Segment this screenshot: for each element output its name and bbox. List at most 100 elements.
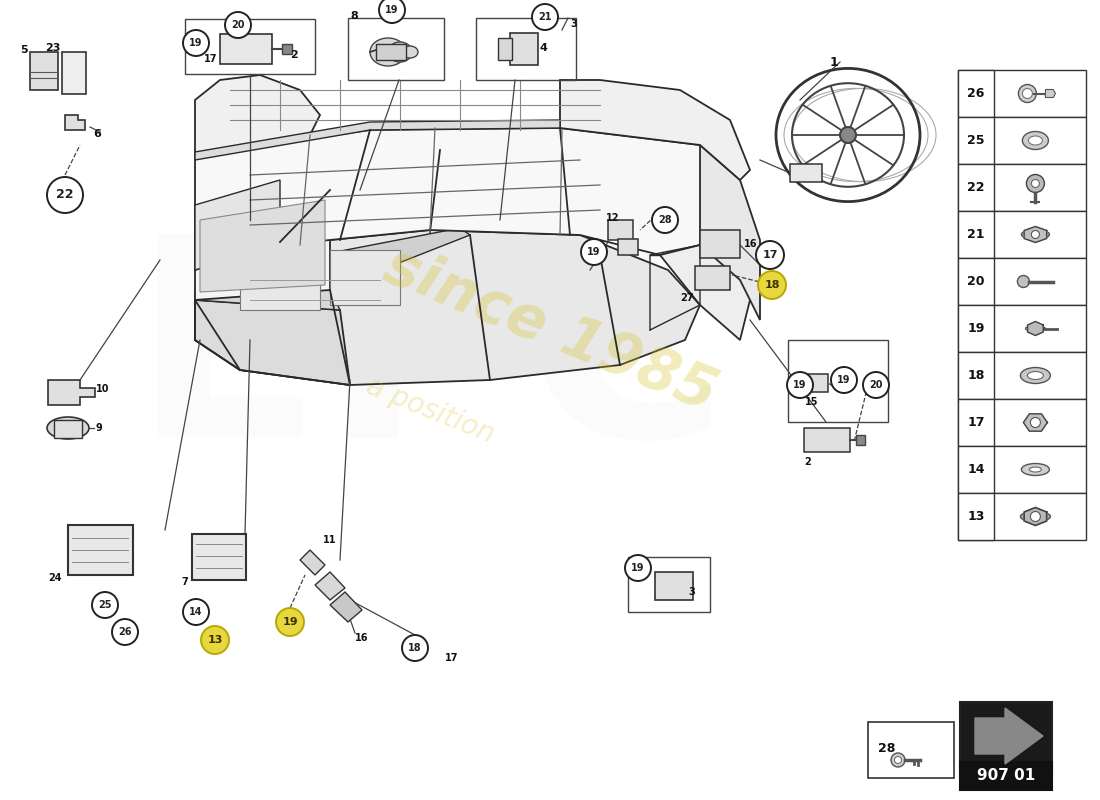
Text: 24: 24 [48,573,62,583]
Circle shape [1032,230,1040,238]
Circle shape [183,30,209,56]
Bar [62,52,86,94]
Ellipse shape [1027,371,1044,379]
Circle shape [786,372,813,398]
Circle shape [402,635,428,661]
Text: 25: 25 [98,600,112,610]
Polygon shape [315,572,345,600]
Circle shape [1031,418,1041,427]
Bar [348,18,444,80]
Text: 12: 12 [606,213,619,223]
Bar [958,164,1086,211]
Circle shape [112,619,138,645]
Ellipse shape [1022,230,1049,239]
Polygon shape [200,200,324,292]
Polygon shape [330,592,362,622]
Bar [958,117,1086,164]
Text: 21: 21 [967,228,984,241]
Polygon shape [65,115,85,130]
Bar [958,211,1086,258]
Circle shape [891,753,905,767]
Bar [958,446,994,493]
Polygon shape [975,708,1043,764]
Bar [68,525,133,575]
Bar [220,34,272,64]
Bar [30,52,58,90]
Text: 19: 19 [283,617,298,627]
Text: 8: 8 [350,11,358,21]
Bar [54,420,82,438]
Text: 19: 19 [837,375,850,385]
Text: 28: 28 [658,215,672,225]
Ellipse shape [1021,367,1050,383]
Polygon shape [793,375,798,392]
Ellipse shape [388,42,412,62]
Text: 19: 19 [385,5,398,15]
Bar [788,340,888,422]
Text: 27: 27 [680,293,693,303]
Polygon shape [195,120,560,160]
Circle shape [47,177,82,213]
Circle shape [830,367,857,393]
Text: 18: 18 [408,643,421,653]
Polygon shape [1024,226,1047,242]
Bar [958,117,994,164]
Bar [958,70,994,117]
Text: 25: 25 [967,134,984,147]
Bar [790,164,822,182]
Circle shape [1022,89,1033,98]
Bar [240,250,320,310]
Text: 6: 6 [94,129,101,139]
Circle shape [1032,179,1040,187]
Text: 20: 20 [231,20,244,30]
Polygon shape [195,180,280,270]
Bar [618,239,638,255]
Bar [498,38,512,60]
Polygon shape [195,290,340,310]
Text: 22: 22 [967,181,984,194]
Bar [958,305,1086,352]
Circle shape [1026,174,1044,193]
Text: 1: 1 [829,55,838,69]
Circle shape [201,626,229,654]
Bar [856,435,865,445]
Text: 17: 17 [762,250,778,260]
Bar [958,258,1086,305]
Circle shape [1019,85,1036,102]
Text: 26: 26 [119,627,132,637]
Bar [700,230,740,258]
Text: 14: 14 [967,463,984,476]
Polygon shape [1027,322,1043,335]
Text: 13: 13 [967,510,984,523]
Text: 16: 16 [355,633,368,643]
Text: since 1985: since 1985 [375,238,725,422]
Circle shape [532,4,558,30]
Polygon shape [320,228,470,290]
Bar [192,534,246,580]
Ellipse shape [1021,511,1050,522]
Circle shape [894,757,902,763]
Polygon shape [660,220,750,340]
Text: 20: 20 [869,380,882,390]
Bar [185,19,315,74]
Text: 19: 19 [587,247,601,257]
Bar [958,258,994,305]
Bar [958,493,994,540]
Circle shape [183,599,209,625]
Bar [628,557,710,612]
Text: 17: 17 [204,54,218,64]
Circle shape [226,12,251,38]
Bar [958,399,1086,446]
Circle shape [758,271,786,299]
Polygon shape [195,190,330,300]
Text: 28: 28 [878,742,895,754]
Bar [376,44,406,60]
Text: a position: a position [362,371,498,449]
Text: 18: 18 [967,369,984,382]
Text: 3: 3 [688,587,695,597]
Text: 7: 7 [182,577,188,587]
Bar [804,428,850,452]
Circle shape [92,592,118,618]
Text: 10: 10 [96,384,110,394]
Polygon shape [195,230,700,385]
